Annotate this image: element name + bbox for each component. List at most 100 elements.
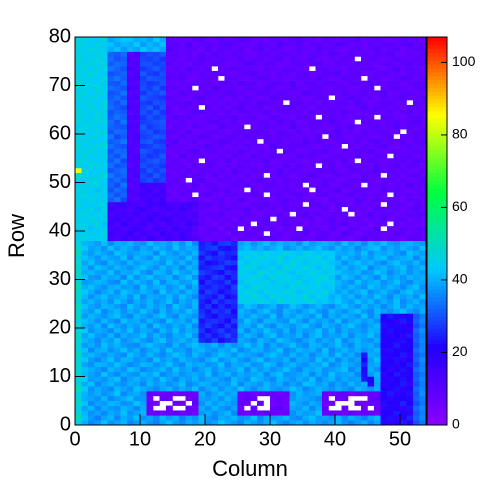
heatmap-cell [380, 211, 388, 217]
heatmap-cell [185, 303, 193, 309]
heatmap-cell [341, 177, 349, 183]
heatmap-cell [179, 177, 186, 183]
heatmap-cell [348, 245, 355, 251]
heatmap-cell [237, 119, 245, 125]
heatmap-cell [107, 104, 115, 111]
heatmap-cell [322, 201, 329, 208]
heatmap-cell [179, 381, 186, 387]
heatmap-cell [315, 260, 323, 266]
heatmap-cell [322, 90, 329, 96]
heatmap-cell [296, 255, 303, 261]
heatmap-cell [309, 391, 316, 397]
heatmap-cell [114, 264, 121, 271]
heatmap-cell [374, 211, 381, 217]
heatmap-cell [133, 206, 141, 212]
heatmap-cell [309, 226, 316, 232]
heatmap-cell [140, 114, 147, 120]
heatmap-cell [296, 41, 303, 47]
heatmap-cell [224, 70, 232, 77]
heatmap-cell [380, 274, 388, 280]
heatmap-cell [380, 70, 388, 77]
heatmap-cell [88, 95, 95, 101]
heatmap-cell [153, 260, 160, 266]
heatmap-cell [146, 308, 154, 314]
heatmap-cell [361, 231, 368, 237]
heatmap-cell [211, 148, 219, 154]
heatmap-cell [114, 114, 121, 120]
heatmap-cell [328, 66, 336, 72]
heatmap-cell [224, 298, 232, 305]
heatmap-cell [218, 391, 225, 397]
heatmap-cell [179, 231, 186, 237]
heatmap-cell [198, 400, 206, 406]
heatmap-cell [380, 158, 388, 164]
heatmap-cell [406, 66, 414, 72]
heatmap-cell [387, 289, 394, 295]
heatmap-cell [120, 303, 128, 309]
heatmap-cell [120, 148, 128, 154]
heatmap-cell [224, 381, 232, 387]
heatmap-cell [94, 318, 102, 324]
heatmap-cell [361, 298, 368, 305]
heatmap-cell [218, 337, 225, 343]
heatmap-cell [419, 201, 427, 208]
heatmap-cell [94, 279, 102, 285]
heatmap-cell [146, 206, 154, 212]
heatmap-cell [380, 376, 388, 382]
heatmap-cell [153, 337, 160, 343]
heatmap-cell [211, 177, 219, 183]
heatmap-cell [166, 337, 173, 343]
heatmap-cell [94, 172, 102, 178]
heatmap-cell [380, 148, 388, 154]
heatmap-cell [192, 80, 199, 86]
heatmap-cell [166, 37, 173, 43]
heatmap-cell [94, 216, 102, 222]
heatmap-cell [192, 66, 199, 72]
heatmap-cell [120, 294, 128, 300]
heatmap-cell [231, 109, 238, 115]
heatmap-cell [380, 347, 388, 353]
heatmap-cell [322, 250, 329, 256]
heatmap-cell [192, 250, 199, 256]
heatmap-cell [413, 410, 420, 416]
heatmap-cell [107, 134, 115, 140]
heatmap-cell [296, 260, 303, 266]
heatmap-cell [224, 109, 232, 115]
heatmap-cell [231, 138, 238, 144]
heatmap-cell [393, 163, 401, 169]
heatmap-cell [361, 201, 368, 208]
heatmap-cell [348, 124, 355, 130]
heatmap-cell [166, 80, 173, 86]
heatmap-cell [387, 100, 394, 106]
heatmap-cell [127, 114, 134, 120]
heatmap-cell [289, 366, 297, 372]
heatmap-cell [218, 37, 225, 43]
heatmap-cell [289, 163, 297, 169]
y-tick-label: 70 [49, 74, 71, 96]
heatmap-cell [367, 134, 375, 140]
heatmap-cell [140, 279, 147, 285]
heatmap-cell [127, 323, 134, 329]
heatmap-cell [179, 313, 186, 319]
heatmap-cell [192, 342, 199, 348]
heatmap-cell [374, 90, 381, 96]
heatmap-cell [419, 172, 427, 178]
heatmap-cell [283, 371, 290, 377]
heatmap-cell [348, 182, 355, 188]
heatmap-cell [367, 410, 375, 416]
colorbar-swatch [427, 343, 447, 348]
heatmap-cell [367, 41, 375, 47]
heatmap-cell [244, 391, 251, 397]
heatmap-cell [309, 172, 316, 178]
heatmap-cell [419, 352, 427, 358]
heatmap-cell [322, 124, 329, 130]
heatmap-cell [211, 386, 219, 392]
heatmap-cell [75, 279, 82, 285]
heatmap-cell [198, 298, 206, 305]
heatmap-cell [127, 216, 134, 222]
heatmap-cell [380, 235, 388, 241]
heatmap-cell [289, 100, 297, 106]
heatmap-cell [400, 41, 407, 47]
heatmap-cell [270, 318, 277, 324]
heatmap-cell [205, 405, 212, 411]
